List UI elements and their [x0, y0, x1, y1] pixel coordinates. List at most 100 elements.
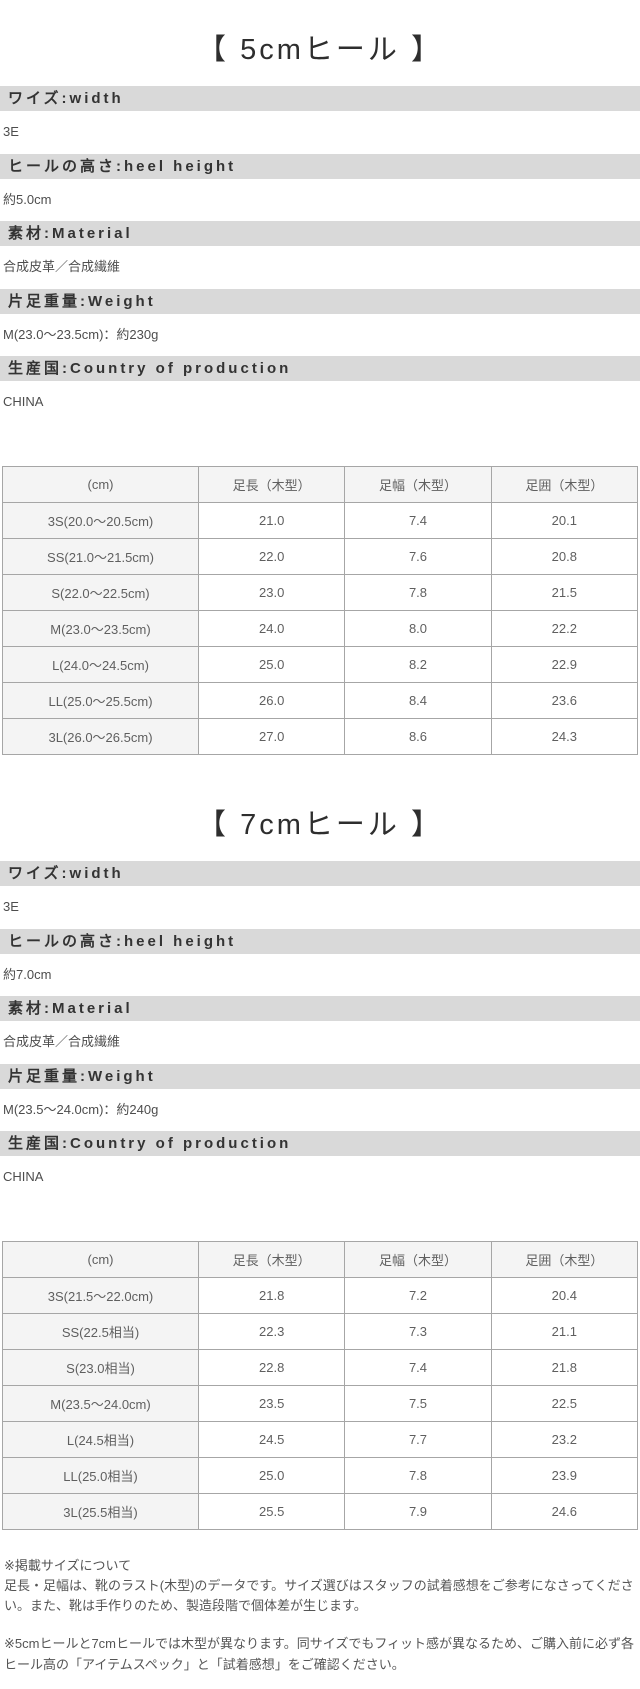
- table-cell: 7.4: [344, 501, 492, 539]
- table-row: 3L(26.0〜26.5cm) 27.0 8.6 24.3: [2, 717, 639, 755]
- table-cell: 24.6: [490, 1492, 639, 1530]
- spec-label-weight: 片足重量:Weight: [0, 1063, 640, 1089]
- footnotes: ※掲載サイズについて 足長・足幅は、靴のラスト(木型)のデータです。サイズ選びは…: [0, 1530, 640, 1689]
- table-row: 3L(25.5相当) 25.5 7.9 24.6: [2, 1492, 639, 1530]
- table-cell-size: 3L(25.5相当): [2, 1492, 199, 1530]
- table-header-cell-foot-length: 足長（木型）: [197, 465, 346, 503]
- table-cell: 26.0: [197, 681, 346, 719]
- table-cell: 22.3: [197, 1312, 346, 1350]
- table-cell-size: LL(25.0相当): [2, 1456, 199, 1494]
- size-table-7cm: (cm) 足長（木型） 足幅（木型） 足囲（木型） 3S(21.5〜22.0cm…: [2, 1240, 639, 1530]
- table-cell: 21.1: [490, 1312, 639, 1350]
- spec-row-width: ワイズ:width 3E: [0, 86, 640, 154]
- spec-row-material: 素材:Material 合成皮革／合成繊維: [0, 996, 640, 1064]
- table-cell: 8.6: [344, 717, 492, 755]
- footnote-size-info: ※掲載サイズについて 足長・足幅は、靴のラスト(木型)のデータです。サイズ選びは…: [4, 1557, 634, 1614]
- table-cell: 22.9: [490, 645, 639, 683]
- spec-row-material: 素材:Material 合成皮革／合成繊維: [0, 221, 640, 289]
- table-cell: 20.8: [490, 537, 639, 575]
- table-cell: 25.0: [197, 1456, 346, 1494]
- table-cell-size: S(22.0〜22.5cm): [2, 573, 199, 611]
- spec-row-weight: 片足重量:Weight M(23.5〜24.0cm)：約240g: [0, 1063, 640, 1132]
- table-cell: 21.8: [490, 1348, 639, 1386]
- table-row: LL(25.0〜25.5cm) 26.0 8.4 23.6: [2, 681, 639, 719]
- table-cell: 8.2: [344, 645, 492, 683]
- table-header-row: (cm) 足長（木型） 足幅（木型） 足囲（木型）: [2, 1240, 639, 1278]
- table-cell-size: 3S(20.0〜20.5cm): [2, 501, 199, 539]
- table-row: LL(25.0相当) 25.0 7.8 23.9: [2, 1456, 639, 1494]
- table-cell: 21.5: [490, 573, 639, 611]
- table-cell: 7.3: [344, 1312, 492, 1350]
- spec-label-width: ワイズ:width: [0, 86, 640, 111]
- table-cell: 7.9: [344, 1492, 492, 1530]
- table-cell: 22.8: [197, 1348, 346, 1386]
- table-cell-size: 3L(26.0〜26.5cm): [2, 717, 199, 755]
- table-cell: 22.5: [490, 1384, 639, 1422]
- table-cell: 7.6: [344, 537, 492, 575]
- spec-label-country: 生産国:Country of production: [0, 356, 640, 382]
- table-cell: 23.2: [490, 1420, 639, 1458]
- spec-label-material: 素材:Material: [0, 996, 640, 1022]
- size-table-5cm: (cm) 足長（木型） 足幅（木型） 足囲（木型） 3S(20.0〜20.5cm…: [2, 465, 639, 755]
- spec-row-width: ワイズ:width 3E: [0, 860, 640, 929]
- table-header-cell-cm: (cm): [2, 465, 199, 503]
- table-header-row: (cm) 足長（木型） 足幅（木型） 足囲（木型）: [2, 465, 639, 503]
- table-cell: 20.1: [490, 501, 639, 539]
- table-row: 3S(20.0〜20.5cm) 21.0 7.4 20.1: [2, 501, 639, 539]
- table-header-cell-foot-width: 足幅（木型）: [344, 1240, 492, 1278]
- spec-value-material: 合成皮革／合成繊維: [3, 1034, 121, 1050]
- table-cell: 7.2: [344, 1276, 492, 1314]
- table-row: M(23.5〜24.0cm) 23.5 7.5 22.5: [2, 1384, 639, 1422]
- table-row: L(24.0〜24.5cm) 25.0 8.2 22.9: [2, 645, 639, 683]
- spec-label-heel-height: ヒールの高さ:heel height: [0, 928, 640, 954]
- table-cell: 21.8: [197, 1276, 346, 1314]
- table-cell: 8.4: [344, 681, 492, 719]
- spec-label-country: 生産国:Country of production: [0, 1131, 640, 1157]
- spec-value-country: CHINA: [3, 1169, 44, 1185]
- spec-row-country: 生産国:Country of production CHINA: [0, 1131, 640, 1199]
- table-cell: 8.0: [344, 609, 492, 647]
- table-cell: 24.0: [197, 609, 346, 647]
- spec-label-width: ワイズ:width: [0, 860, 640, 886]
- table-cell-size: SS(21.0〜21.5cm): [2, 537, 199, 575]
- table-row: L(24.5相当) 24.5 7.7 23.2: [2, 1420, 639, 1458]
- table-cell-size: M(23.0〜23.5cm): [2, 609, 199, 647]
- table-cell: 7.5: [344, 1384, 492, 1422]
- table-cell-size: SS(22.5相当): [2, 1312, 199, 1350]
- spec-value-heel-height: 約7.0cm: [3, 966, 52, 982]
- spec-label-material: 素材:Material: [0, 221, 640, 247]
- table-cell: 27.0: [197, 717, 346, 755]
- table-cell: 7.4: [344, 1348, 492, 1386]
- spec-label-heel-height: ヒールの高さ:heel height: [0, 153, 640, 179]
- section-title-5cm: 【 5cmヒール 】: [197, 34, 443, 66]
- spec-value-material: 合成皮革／合成繊維: [3, 259, 121, 275]
- section-7cm-heel: 【 7cmヒール 】 ワイズ:width 3E ヒールの高さ:heel heig…: [0, 755, 640, 1530]
- table-cell: 23.9: [490, 1456, 639, 1494]
- table-cell: 25.0: [197, 645, 346, 683]
- table-cell: 23.0: [197, 573, 346, 611]
- table-header-cell-foot-girth: 足囲（木型）: [490, 465, 639, 503]
- spec-value-width: 3E: [3, 898, 19, 914]
- spec-row-heel-height: ヒールの高さ:heel height 約5.0cm: [0, 153, 640, 222]
- table-cell-size: L(24.0〜24.5cm): [2, 645, 199, 683]
- spec-label-weight: 片足重量:Weight: [0, 288, 640, 314]
- table-row: S(23.0相当) 22.8 7.4 21.8: [2, 1348, 639, 1386]
- table-cell-size: L(24.5相当): [2, 1420, 199, 1458]
- table-row: S(22.0〜22.5cm) 23.0 7.8 21.5: [2, 573, 639, 611]
- table-cell: 25.5: [197, 1492, 346, 1530]
- table-row: SS(21.0〜21.5cm) 22.0 7.6 20.8: [2, 537, 639, 575]
- spec-value-weight: M(23.0〜23.5cm)：約230g: [3, 326, 159, 342]
- table-cell-size: M(23.5〜24.0cm): [2, 1384, 199, 1422]
- spec-value-heel-height: 約5.0cm: [3, 191, 52, 207]
- table-row: 3S(21.5〜22.0cm) 21.8 7.2 20.4: [2, 1276, 639, 1314]
- table-header-cell-foot-length: 足長（木型）: [197, 1240, 346, 1278]
- table-cell: 7.8: [344, 573, 492, 611]
- table-cell: 7.8: [344, 1456, 492, 1494]
- table-cell: 7.7: [344, 1420, 492, 1458]
- table-cell: 22.0: [197, 537, 346, 575]
- table-cell: 21.0: [197, 501, 346, 539]
- table-row: M(23.0〜23.5cm) 24.0 8.0 22.2: [2, 609, 639, 647]
- table-cell-size: LL(25.0〜25.5cm): [2, 681, 199, 719]
- table-header-cell-foot-width: 足幅（木型）: [344, 465, 492, 503]
